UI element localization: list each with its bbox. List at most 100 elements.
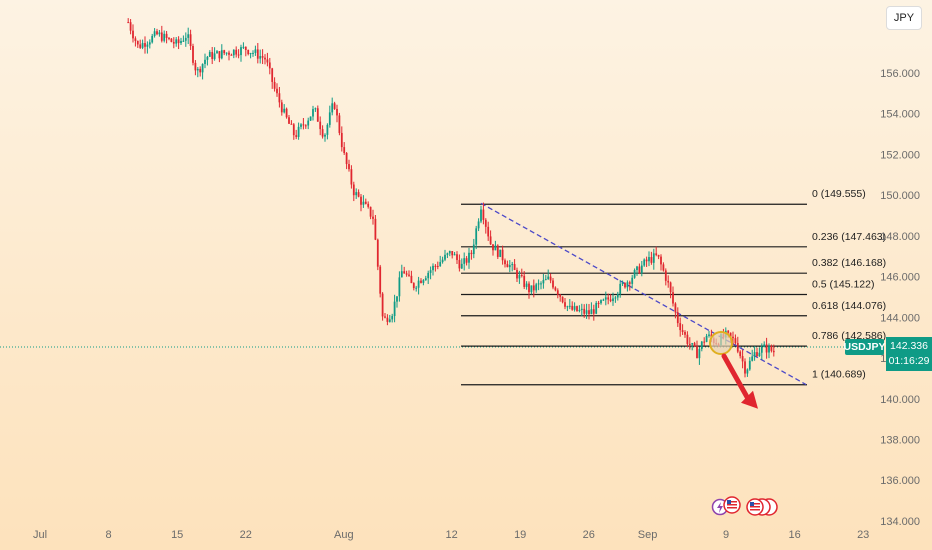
candle-body — [225, 52, 228, 54]
candle-body — [254, 49, 257, 53]
currency-button[interactable]: JPY — [886, 6, 922, 30]
candle-body — [288, 117, 290, 124]
price-axis[interactable]: 156.000 154.000 152.000 150.000 148.000 146.0… — [880, 68, 920, 528]
candle-body — [316, 108, 319, 122]
y-tick-label: 146.000 — [880, 272, 920, 284]
candle-body — [499, 249, 502, 257]
candle-body — [508, 265, 511, 268]
us-flag-icon[interactable] — [723, 496, 741, 514]
candle-body — [444, 254, 446, 260]
candle-body — [547, 276, 550, 280]
arrow-shaft — [721, 353, 751, 402]
event-icons[interactable] — [711, 496, 778, 516]
candle-body — [141, 43, 144, 48]
y-tick-label: 136.000 — [880, 475, 920, 487]
candle-body — [513, 264, 516, 270]
candle-body — [700, 341, 703, 350]
candle-body — [249, 53, 252, 55]
candle-body — [192, 46, 194, 63]
candle-body — [609, 299, 612, 302]
candle-body — [727, 330, 730, 333]
candle-body — [280, 102, 283, 113]
candle-body — [422, 280, 425, 283]
candle-body — [187, 34, 190, 38]
candle-body — [204, 59, 206, 64]
candle-body — [336, 108, 338, 116]
candle-body — [184, 37, 187, 41]
candle-body — [600, 300, 602, 304]
candle-body — [151, 35, 154, 43]
candle-body — [355, 192, 358, 196]
candle-body — [194, 62, 197, 71]
candle-body — [636, 266, 638, 271]
candle-body — [763, 344, 766, 347]
y-tick-label: 156.000 — [880, 68, 920, 80]
candle-body — [132, 30, 134, 39]
candle-body — [424, 278, 427, 281]
candle-body — [199, 68, 202, 73]
candle-body — [744, 361, 746, 374]
y-tick-label: 154.000 — [880, 109, 920, 121]
candle-body — [746, 369, 749, 374]
candle-body — [696, 346, 698, 359]
candle-body — [468, 252, 470, 263]
candle-body — [540, 283, 542, 285]
candle-body — [386, 317, 389, 322]
x-tick-label: 26 — [583, 529, 595, 541]
projection-arrow — [721, 353, 758, 409]
candle-body — [624, 283, 626, 288]
candle-body — [758, 352, 761, 357]
candle-body — [729, 332, 732, 337]
candle-body — [345, 152, 348, 165]
trendline[interactable] — [480, 202, 807, 386]
candle-body — [732, 336, 734, 339]
candle-body — [590, 309, 593, 315]
candle-body — [760, 346, 763, 353]
candle-body — [218, 51, 221, 59]
candle-body — [415, 287, 418, 289]
candle-body — [326, 124, 329, 135]
candle-body — [544, 279, 547, 281]
candle-body — [489, 236, 492, 245]
time-axis[interactable]: Jul81522Aug121926Sep91623Oc — [33, 529, 932, 541]
candle-body — [343, 147, 346, 153]
candle-body — [391, 316, 394, 320]
bar-countdown: 01:16:29 — [888, 355, 930, 367]
candle-body — [417, 280, 420, 288]
y-tick-label: 140.000 — [880, 394, 920, 406]
candle-body — [573, 306, 576, 310]
candle-body — [405, 273, 408, 275]
candle-body — [376, 239, 379, 267]
candle-body — [672, 292, 674, 304]
fib-level-label: 0.382 (146.168) — [812, 257, 886, 269]
symbol-label: USDJPY — [843, 339, 886, 355]
candle-body — [532, 285, 535, 291]
candle-body — [768, 346, 770, 353]
candle-body — [633, 270, 636, 278]
candle-body — [324, 134, 326, 137]
candle-body — [492, 244, 494, 251]
candle-body — [271, 68, 274, 82]
candle-body — [160, 32, 163, 41]
fib-level-label: 0 (149.555) — [812, 188, 866, 200]
candle-body — [206, 56, 209, 60]
candle-body — [525, 283, 528, 287]
candle-body — [554, 287, 557, 291]
candle-body — [451, 251, 454, 256]
candle-body — [304, 125, 307, 127]
candle-body — [432, 265, 434, 271]
candle-body — [628, 282, 631, 284]
candle-body — [496, 245, 499, 257]
candle-body — [561, 296, 564, 303]
candle-body — [528, 283, 530, 293]
candle-body — [772, 350, 775, 353]
candle-body — [379, 266, 382, 294]
candle-body — [441, 259, 444, 263]
candle-body — [285, 108, 288, 118]
us-flag-icon-stack[interactable] — [746, 498, 778, 516]
candle-body — [300, 124, 302, 127]
candle-body — [607, 297, 610, 300]
candle-body — [290, 123, 293, 125]
